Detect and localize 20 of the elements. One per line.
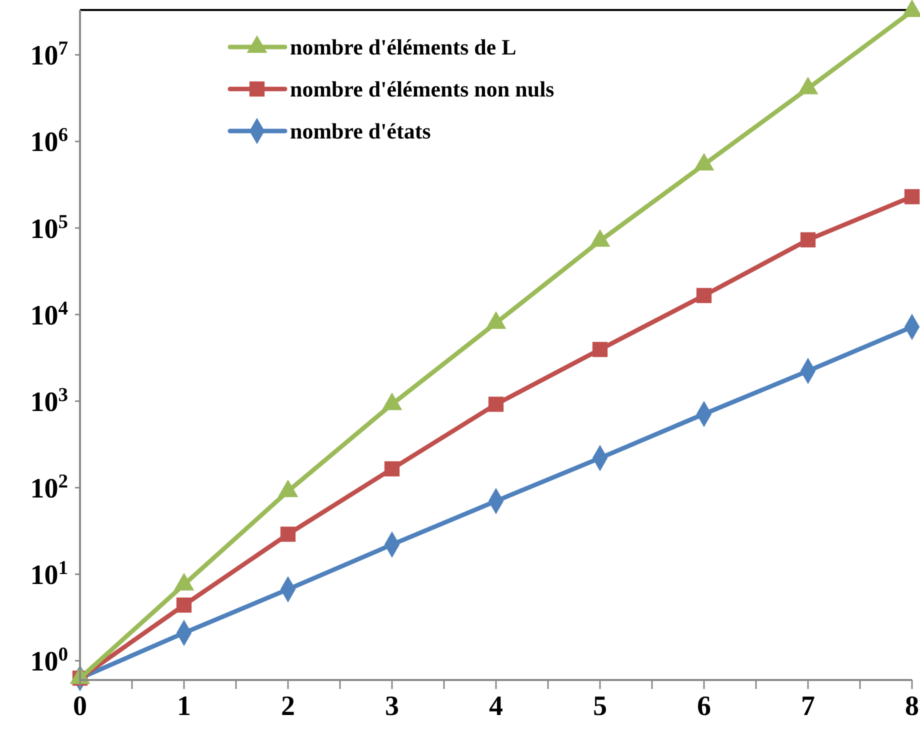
y-tick-label: 10$^{6}$ — [30, 124, 68, 158]
x-tick-label: 1 — [177, 691, 191, 722]
y-tick-label: 10$^{7}$ — [30, 38, 68, 72]
x-tick-label: 7 — [801, 691, 815, 722]
x-tick-label: 0 — [73, 691, 87, 722]
x-tick-label: 5 — [593, 691, 607, 722]
y-tick-label: 10$^{1}$ — [30, 558, 68, 592]
y-tick-label: 10$^{5}$ — [30, 211, 68, 245]
y-tick-label: 10$^{4}$ — [30, 298, 68, 332]
legend-label: nombre d'éléments non nuls — [290, 76, 555, 102]
y-tick-label: 10$^{3}$ — [30, 384, 68, 418]
x-tick-label: 6 — [697, 691, 711, 722]
x-tick-label: 2 — [281, 691, 295, 722]
x-tick-label: 3 — [385, 691, 399, 722]
y-tick-label: 10$^{2}$ — [30, 470, 68, 504]
legend-label: nombre d'éléments de L — [290, 34, 516, 60]
legend-label: nombre d'états — [290, 118, 432, 144]
y-tick-label: 10$^{0}$ — [30, 644, 68, 678]
x-tick-label: 4 — [489, 691, 503, 722]
x-tick-label: 8 — [905, 691, 919, 722]
